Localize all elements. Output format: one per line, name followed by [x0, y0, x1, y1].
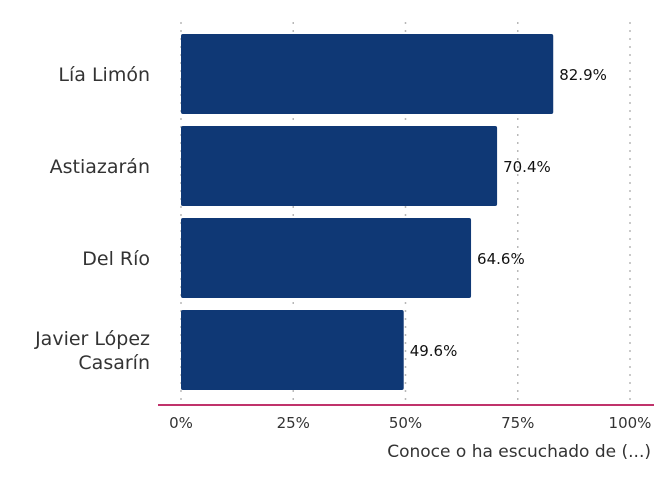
category-label-3: Javier López Casarín: [34, 328, 150, 374]
tick-label-2: 50%: [389, 414, 422, 432]
tick-label-3: 75%: [501, 414, 534, 432]
x-axis-title: Conoce o ha escuchado de (...): [387, 442, 651, 462]
category-label-0: Lía Limón: [58, 64, 150, 86]
tick-label-0: 0%: [169, 414, 193, 432]
tick-label-1: 25%: [277, 414, 310, 432]
bars: [181, 34, 554, 390]
bar-0: [181, 34, 554, 114]
x-tick-labels: 0% 25% 50% 75% 100%: [169, 414, 651, 432]
value-label-3: 49.6%: [410, 342, 458, 360]
value-label-1: 70.4%: [503, 158, 551, 176]
category-label-1: Astiazarán: [50, 156, 150, 178]
bar-2: [181, 218, 472, 298]
category-label-2: Del Río: [82, 248, 150, 270]
bar-3: [181, 310, 404, 390]
value-label-0: 82.9%: [559, 66, 607, 84]
value-labels: 82.9% 70.4% 64.6% 49.6%: [410, 66, 607, 360]
tick-label-4: 100%: [609, 414, 652, 432]
category-labels: Lía Limón Astiazarán Del Río Javier López Ca…: [34, 64, 150, 374]
bar-1: [181, 126, 498, 206]
value-label-2: 64.6%: [477, 250, 525, 268]
